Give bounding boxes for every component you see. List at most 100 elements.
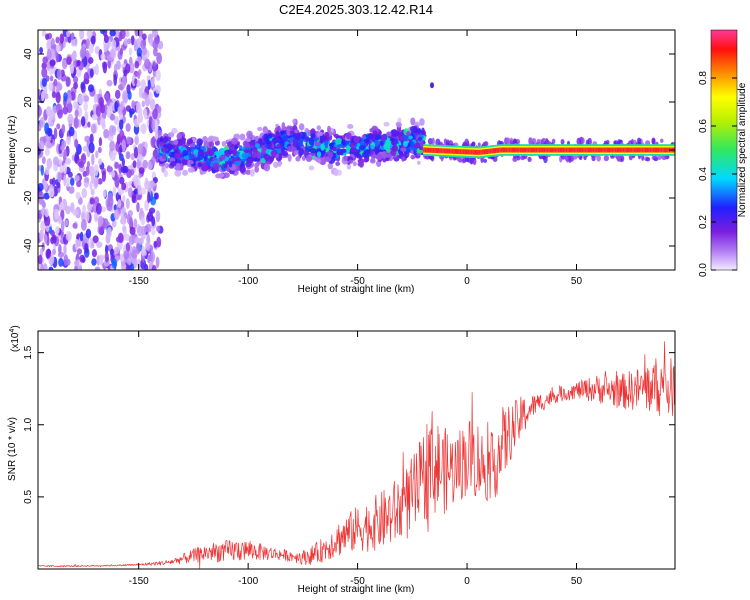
heatmap-cell <box>44 147 50 157</box>
heatmap-cell <box>154 37 160 45</box>
heatmap-cell <box>406 147 410 153</box>
heatmap-cell <box>136 71 141 79</box>
heatmap-cell <box>120 216 126 225</box>
heatmap-cell <box>392 140 397 147</box>
heatmap-cell <box>58 243 62 256</box>
colorbar-tick-label: 0.8 <box>698 71 709 85</box>
heatmap-cell <box>113 115 119 126</box>
heatmap-cell <box>618 148 621 152</box>
heatmap-cell <box>212 162 220 171</box>
x-tick-label: 0 <box>464 576 470 587</box>
heatmap-cell <box>324 140 329 149</box>
heatmap-cell <box>48 82 54 92</box>
heatmap-cell <box>308 165 315 171</box>
heatmap-cell <box>140 225 147 236</box>
heatmap-cell <box>316 151 322 158</box>
heatmap-cell <box>352 161 357 167</box>
heatmap-cell <box>469 150 472 154</box>
heatmap-cell <box>437 149 440 152</box>
heatmap-cell <box>246 130 253 139</box>
y-tick-label: -40 <box>23 238 34 253</box>
heatmap-cell <box>41 62 47 70</box>
heatmap-cell <box>48 226 53 234</box>
heatmap-cell <box>43 233 48 244</box>
heatmap-cell <box>459 150 462 153</box>
heatmap-cell <box>48 114 52 124</box>
heatmap-cell <box>461 150 464 153</box>
heatmap-cell <box>41 30 47 37</box>
heatmap-cell <box>41 67 48 78</box>
heatmap-cell <box>223 164 228 169</box>
heatmap-cell <box>126 257 132 266</box>
colorbar-tick-label: 0.0 <box>698 263 709 277</box>
heatmap-cell <box>494 149 497 152</box>
heatmap-cell <box>432 149 435 152</box>
heatmap-cell <box>152 61 157 72</box>
heatmap-cell <box>62 106 69 115</box>
heatmap-cell <box>233 161 242 166</box>
heatmap-cell <box>314 141 322 147</box>
heatmap-cell <box>131 100 136 109</box>
heatmap-cell <box>630 148 633 152</box>
heatmap-cell <box>419 139 424 148</box>
x-tick-label: -100 <box>238 276 258 287</box>
heatmap-cell <box>303 150 308 155</box>
heatmap-cell <box>504 148 507 152</box>
heatmap-cell <box>138 87 144 94</box>
heatmap-cell <box>56 123 61 130</box>
heatmap-cell <box>383 121 390 127</box>
heatmap-cell <box>114 101 119 113</box>
heatmap-cell <box>104 244 109 255</box>
heatmap-cell <box>123 250 130 260</box>
heatmap-cell <box>87 121 91 128</box>
heatmap-cell <box>56 182 61 189</box>
heatmap-cell <box>112 186 117 197</box>
heatmap-cell <box>155 210 161 223</box>
heatmap-cell <box>74 238 80 251</box>
heatmap-cell <box>526 148 529 152</box>
heatmap-cell <box>107 196 114 207</box>
heatmap-cell <box>608 148 611 152</box>
heatmap-cell <box>348 159 354 164</box>
heatmap-cell <box>113 73 118 86</box>
heatmap-cell <box>100 53 106 60</box>
heatmap-cell <box>182 149 188 157</box>
heatmap-cell <box>358 160 364 168</box>
heatmap-cell <box>667 148 670 152</box>
heatmap-cell <box>39 229 45 242</box>
heatmap-cell <box>128 62 135 74</box>
heatmap-cell <box>451 150 454 153</box>
heatmap-cell <box>128 47 133 56</box>
heatmap-cell <box>148 207 156 214</box>
x-tick-label: -150 <box>129 276 149 287</box>
heatmap-cell <box>232 149 238 157</box>
heatmap-cell <box>591 155 596 162</box>
heatmap-cell <box>81 187 88 199</box>
heatmap-cell <box>365 134 370 139</box>
heatmap-cell <box>58 158 63 165</box>
heatmap-cell <box>663 148 667 152</box>
heatmap-cell <box>423 148 426 152</box>
heatmap-cell <box>138 167 145 175</box>
heatmap-cell <box>80 116 86 127</box>
heatmap-cell <box>651 137 656 145</box>
heatmap-cell <box>157 129 162 139</box>
heatmap-cell <box>254 143 261 148</box>
heatmap-cell <box>123 38 128 46</box>
heatmap-cell <box>186 138 194 145</box>
heatmap-cell <box>134 134 140 146</box>
snr-panel: -150 -100 -50 0 50 0.5 1.0 1.5 Height of strai… <box>7 325 676 595</box>
heatmap-cell <box>257 126 263 132</box>
heatmap-cell <box>61 124 66 135</box>
heatmap-cell <box>68 126 75 137</box>
heatmap-cell <box>144 180 151 190</box>
heatmap-cell <box>106 227 112 238</box>
heatmap-cell <box>70 32 75 41</box>
heatmap-cell <box>53 78 58 87</box>
heatmap-cell <box>41 156 46 165</box>
heatmap-cell <box>277 161 282 168</box>
heatmap-cell <box>657 148 660 152</box>
heatmap-cell <box>41 77 48 87</box>
heatmap-cell <box>91 113 98 121</box>
heatmap-cell <box>140 79 147 90</box>
